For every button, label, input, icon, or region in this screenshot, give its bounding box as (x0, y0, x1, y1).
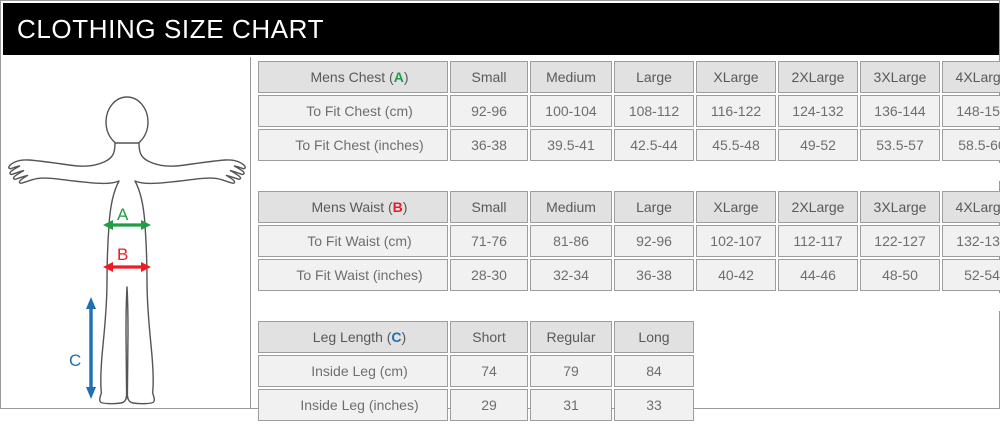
diagram-label-a: A (117, 205, 128, 225)
table-cell: 48-50 (860, 259, 940, 291)
table-cell: 49-52 (778, 129, 858, 161)
row-label: To Fit Waist (cm) (258, 225, 448, 257)
column-header: Long (614, 321, 694, 353)
table-row: To Fit Chest (cm) 92-96 100-104 108-112 … (258, 95, 1000, 127)
table-row: Inside Leg (inches) 29 31 33 (258, 389, 1000, 421)
leg-length-measurement-arrow-c (86, 297, 96, 399)
table-title-key: C (391, 329, 401, 345)
table-cell: 33 (614, 389, 694, 421)
column-header: Small (450, 61, 528, 93)
column-header: Regular (530, 321, 612, 353)
empty-spacer (696, 389, 1000, 421)
column-header: Small (450, 191, 528, 223)
table-cell: 58.5-60 (942, 129, 1000, 161)
table-cell: 45.5-48 (696, 129, 776, 161)
row-label: To Fit Chest (inches) (258, 129, 448, 161)
table-cell: 42.5-44 (614, 129, 694, 161)
row-label: Inside Leg (inches) (258, 389, 448, 421)
column-header: 4XLarge (942, 191, 1000, 223)
column-header: 3XLarge (860, 191, 940, 223)
table-cell: 108-112 (614, 95, 694, 127)
column-header: Large (614, 61, 694, 93)
table-header-row: Mens Waist (B) Small Medium Large XLarge… (258, 191, 1000, 223)
table-title-cell: Mens Waist (B) (258, 191, 448, 223)
table-title-text: Mens Waist ( (312, 199, 393, 215)
table-cell: 112-117 (778, 225, 858, 257)
column-header: Medium (530, 61, 612, 93)
table-gap (258, 163, 1000, 181)
empty-spacer (696, 321, 1000, 353)
table-cell: 79 (530, 355, 612, 387)
table-title-text: Leg Length ( (313, 329, 392, 345)
table-cell: 39.5-41 (530, 129, 612, 161)
table-cell: 36-38 (614, 259, 694, 291)
column-header: XLarge (696, 61, 776, 93)
table-mens-chest: Mens Chest (A) Small Medium Large XLarge… (256, 59, 1000, 183)
table-cell: 81-86 (530, 225, 612, 257)
table-cell: 52-54 (942, 259, 1000, 291)
table-title-cell: Leg Length (C) (258, 321, 448, 353)
table-cell: 116-122 (696, 95, 776, 127)
column-header: 3XLarge (860, 61, 940, 93)
table-cell: 92-96 (450, 95, 528, 127)
gap-cell (258, 163, 1000, 181)
size-tables-area: Mens Chest (A) Small Medium Large XLarge… (256, 59, 999, 429)
body-diagram-panel: A B C (3, 57, 251, 408)
table-title-suffix: ) (404, 69, 409, 85)
table-cell: 32-34 (530, 259, 612, 291)
table-row: To Fit Waist (inches) 28-30 32-34 36-38 … (258, 259, 1000, 291)
table-cell: 44-46 (778, 259, 858, 291)
empty-spacer (696, 355, 1000, 387)
column-header: XLarge (696, 191, 776, 223)
column-header: Short (450, 321, 528, 353)
title-bar: CLOTHING SIZE CHART (3, 3, 999, 55)
human-body-figure-icon (3, 57, 251, 407)
table-header-row: Mens Chest (A) Small Medium Large XLarge… (258, 61, 1000, 93)
table-cell: 148-152 (942, 95, 1000, 127)
table-cell: 28-30 (450, 259, 528, 291)
table-cell: 74 (450, 355, 528, 387)
page-title: CLOTHING SIZE CHART (3, 14, 324, 45)
table-row: Inside Leg (cm) 74 79 84 (258, 355, 1000, 387)
row-label: Inside Leg (cm) (258, 355, 448, 387)
table-cell: 31 (530, 389, 612, 421)
row-label: To Fit Waist (inches) (258, 259, 448, 291)
table-cell: 71-76 (450, 225, 528, 257)
table-cell: 36-38 (450, 129, 528, 161)
column-header: 2XLarge (778, 61, 858, 93)
table-cell: 53.5-57 (860, 129, 940, 161)
table-leg-length: Leg Length (C) Short Regular Long Inside… (256, 319, 1000, 423)
table-title-cell: Mens Chest (A) (258, 61, 448, 93)
column-header: 4XLarge (942, 61, 1000, 93)
table-cell: 40-42 (696, 259, 776, 291)
table-cell: 124-132 (778, 95, 858, 127)
table-cell: 102-107 (696, 225, 776, 257)
table-cell: 100-104 (530, 95, 612, 127)
diagram-label-b: B (117, 245, 128, 265)
table-cell: 136-144 (860, 95, 940, 127)
diagram-label-c: C (69, 351, 81, 371)
table-header-row: Leg Length (C) Short Regular Long (258, 321, 1000, 353)
size-chart-page: CLOTHING SIZE CHART (0, 0, 1000, 409)
row-label: To Fit Chest (cm) (258, 95, 448, 127)
table-gap (258, 293, 1000, 311)
table-cell: 29 (450, 389, 528, 421)
column-header: 2XLarge (778, 191, 858, 223)
column-header: Medium (530, 191, 612, 223)
table-mens-waist: Mens Waist (B) Small Medium Large XLarge… (256, 189, 1000, 313)
table-title-suffix: ) (402, 329, 407, 345)
table-title-key: A (394, 69, 404, 85)
gap-cell (258, 293, 1000, 311)
table-row: To Fit Chest (inches) 36-38 39.5-41 42.5… (258, 129, 1000, 161)
table-title-suffix: ) (403, 199, 408, 215)
table-cell: 122-127 (860, 225, 940, 257)
table-cell: 132-137 (942, 225, 1000, 257)
table-title-text: Mens Chest ( (310, 69, 393, 85)
table-cell: 84 (614, 355, 694, 387)
table-title-key: B (393, 199, 403, 215)
table-cell: 92-96 (614, 225, 694, 257)
table-row: To Fit Waist (cm) 71-76 81-86 92-96 102-… (258, 225, 1000, 257)
column-header: Large (614, 191, 694, 223)
